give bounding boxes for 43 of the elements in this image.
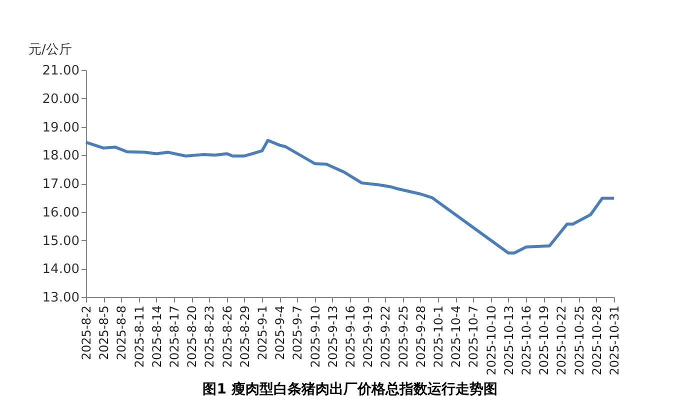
x-tick-label: 2025-9-28 (414, 306, 428, 368)
y-tick-label: 18.00 (42, 148, 80, 164)
y-tick-label: 15.00 (42, 234, 80, 249)
x-tick-label: 2025-8-11 (132, 306, 146, 368)
x-tick-label: 2025-9-13 (326, 306, 340, 368)
x-tick-label: 2025-9-16 (344, 306, 358, 368)
x-tick-label: 2025-10-4 (449, 306, 464, 368)
text: 图1 瘦肉型白条猪肉出厂价格总指数运行走势图 (202, 380, 498, 398)
x-tick-label: 2025-8-17 (168, 306, 182, 368)
x-tick-label: 2025-9-19 (361, 306, 376, 368)
x-tick-label: 2025-8-14 (150, 306, 164, 368)
x-tick-label: 2025-10-10 (484, 306, 498, 376)
x-tick-label: 2025-9-22 (378, 306, 393, 368)
x-tick-label: 2025-10-19 (537, 306, 552, 376)
x-tick-label: 2025-10-16 (520, 306, 534, 376)
y-axis-title: 元/公斤 (28, 42, 72, 58)
line-series (84, 138, 616, 255)
x-tick-label: 2025-10-31 (608, 306, 622, 376)
x-tick-label: 2025-9-4 (273, 306, 288, 360)
x-tick-label: 2025-10-28 (590, 306, 604, 376)
y-tick-label: 13.00 (42, 290, 80, 306)
x-tick-label: 2025-10-1 (432, 306, 446, 368)
x-tick-label: 2025-8-5 (97, 306, 112, 360)
x-tick-label: 2025-9-1 (256, 306, 270, 360)
x-tick-label: 2025-9-25 (396, 306, 410, 368)
y-tick-label: 17.00 (42, 177, 80, 192)
x-tick-label: 2025-10-25 (572, 306, 586, 376)
y-tick-label: 16.00 (42, 205, 80, 220)
x-tick-label: 2025-10-22 (554, 306, 569, 376)
y-tick-label: 19.00 (42, 120, 80, 136)
x-tick-label: 2025-8-2 (80, 306, 94, 360)
y-tick-label: 21.00 (42, 64, 80, 78)
y-tick-label: 14.00 (42, 262, 80, 278)
x-tick-label: 2025-10-13 (502, 306, 516, 376)
x-tick-label: 2025-8-23 (202, 306, 217, 368)
y-tick-label: 20.00 (42, 92, 80, 107)
x-tick-label: 2025-10-7 (466, 306, 481, 368)
x-tick-label: 2025-8-20 (185, 306, 200, 368)
x-tick-label: 2025-9-10 (308, 306, 322, 368)
x-tick-label: 2025-8-29 (238, 306, 252, 368)
x-tick-label: 2025-9-7 (290, 306, 305, 360)
x-tick-label: 2025-8-26 (220, 306, 234, 368)
x-tick-label: 2025-8-8 (114, 306, 129, 360)
